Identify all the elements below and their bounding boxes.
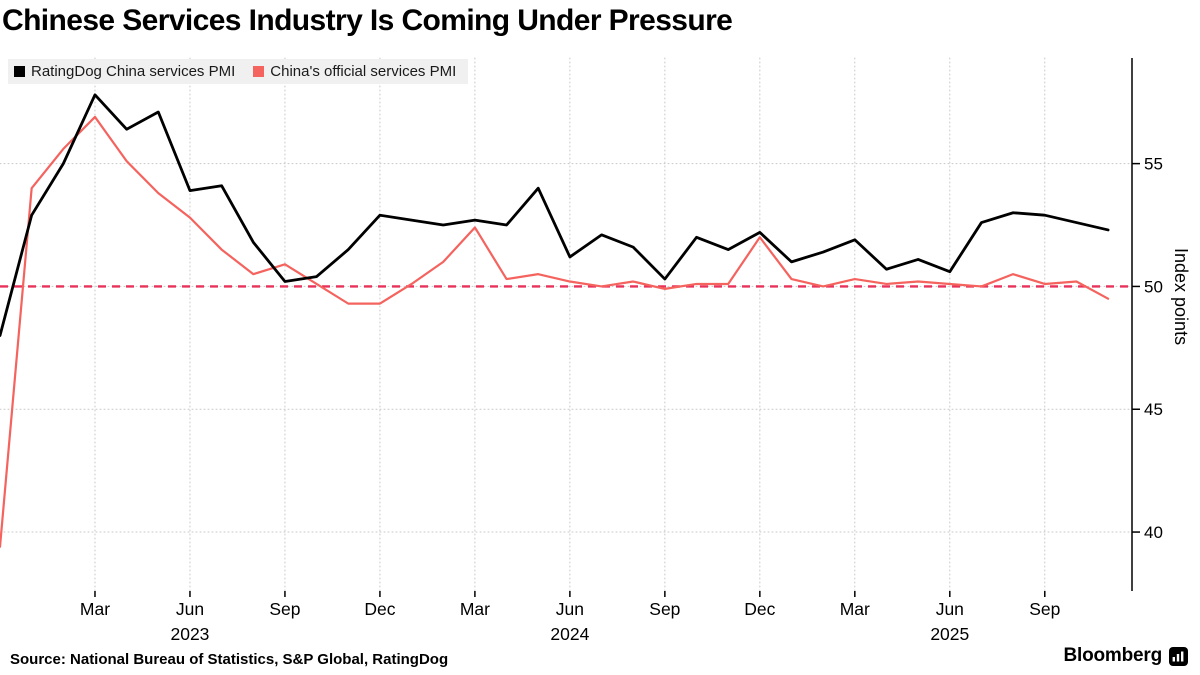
legend-item-ratingdog: RatingDog China services PMI <box>14 63 235 80</box>
bloomberg-logo-icon <box>1169 646 1188 666</box>
x-tick-label: Sep <box>269 599 300 619</box>
x-tick-label: Jun <box>556 599 584 619</box>
legend-swatch-official <box>253 66 265 77</box>
bloomberg-wordmark: Bloomberg <box>1063 645 1163 666</box>
legend-label-official: China's official services PMI <box>270 63 457 80</box>
year-label: 2023 <box>170 624 209 644</box>
source-note: Source: National Bureau of Statistics, S… <box>10 651 449 668</box>
y-axis-title: Index points <box>1171 248 1191 346</box>
y-tick-label: 40 <box>1144 523 1163 542</box>
x-tick-label: Sep <box>1029 599 1060 619</box>
series-line-0 <box>0 93 1110 337</box>
legend-swatch-ratingdog <box>14 66 25 77</box>
x-tick-label: Dec <box>364 599 395 619</box>
x-tick-label: Mar <box>80 599 110 619</box>
legend-label-ratingdog: RatingDog China services PMI <box>31 63 236 80</box>
chart-legend: RatingDog China services PMI China's off… <box>8 59 469 84</box>
y-tick-label: 50 <box>1144 277 1163 296</box>
series-line-1 <box>0 115 1110 548</box>
chart-title: Chinese Services Industry Is Coming Unde… <box>2 4 733 37</box>
x-tick-label: Mar <box>840 599 870 619</box>
x-tick-label: Jun <box>936 599 964 619</box>
x-tick-label: Jun <box>176 599 204 619</box>
y-tick-label: 45 <box>1144 400 1163 419</box>
x-tick-label: Mar <box>460 599 490 619</box>
legend-item-official: China's official services PMI <box>253 63 456 80</box>
y-tick-label: 55 <box>1144 155 1163 174</box>
x-tick-label: Sep <box>649 599 680 619</box>
year-label: 2025 <box>930 624 969 644</box>
year-label: 2024 <box>550 624 589 644</box>
bloomberg-brand: Bloomberg <box>1064 645 1188 667</box>
x-tick-label: Dec <box>744 599 775 619</box>
